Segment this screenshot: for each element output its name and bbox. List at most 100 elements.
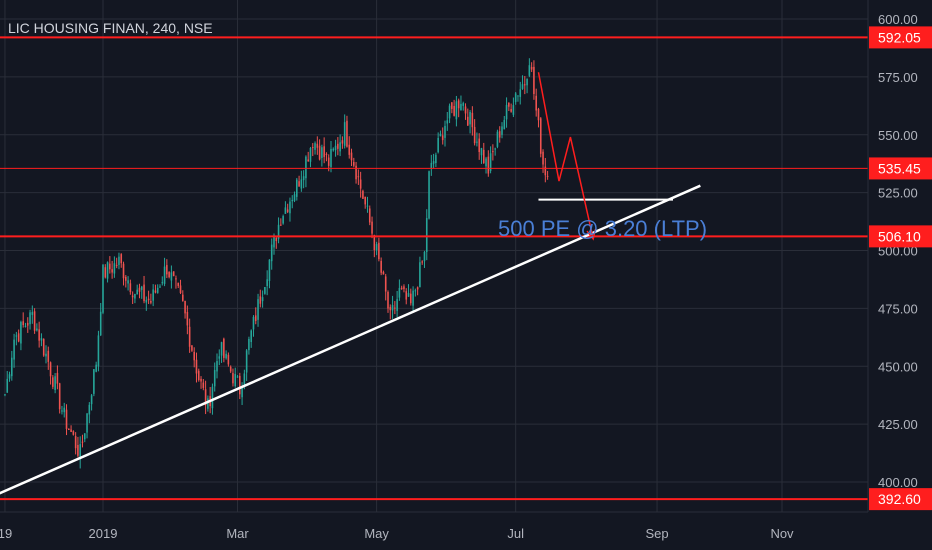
candle-body bbox=[54, 376, 56, 390]
y-tick-label: 550.00 bbox=[878, 128, 918, 143]
candle-body bbox=[49, 362, 52, 377]
candle-body bbox=[432, 161, 435, 164]
candle-body bbox=[544, 166, 547, 176]
candle-body bbox=[467, 116, 469, 126]
candle-body bbox=[396, 299, 398, 311]
candle-body bbox=[168, 272, 170, 278]
candle-body bbox=[40, 338, 43, 341]
candle-body bbox=[391, 304, 394, 311]
candle-body bbox=[318, 145, 321, 160]
candle-body bbox=[170, 272, 173, 281]
candle-body bbox=[213, 370, 216, 387]
candle-body bbox=[339, 142, 341, 152]
candle-body bbox=[70, 429, 72, 433]
candle-body bbox=[298, 181, 300, 187]
candle-body bbox=[375, 244, 378, 251]
candle-body bbox=[451, 102, 453, 109]
y-tick-label: 525.00 bbox=[878, 186, 918, 201]
chart-drawings: 500 PE @ 3.20 (LTP) bbox=[0, 36, 868, 501]
candle-body bbox=[111, 269, 113, 273]
candle-body bbox=[88, 404, 91, 415]
candle-body bbox=[197, 370, 200, 381]
candle-body bbox=[293, 194, 296, 201]
candle-body bbox=[74, 436, 77, 449]
level-tag-label: 535.45 bbox=[878, 160, 921, 176]
level-price-tags: 592.05 535.45 506.10 392.60 bbox=[869, 26, 932, 511]
candle-body bbox=[243, 373, 246, 385]
y-tick-label: 450.00 bbox=[878, 359, 918, 374]
candle-body bbox=[535, 95, 537, 111]
candle-body bbox=[519, 89, 522, 97]
candle-body bbox=[241, 387, 243, 398]
candle-body bbox=[346, 120, 348, 147]
candle-body bbox=[252, 316, 255, 330]
candle-body bbox=[264, 286, 266, 294]
candle-body bbox=[13, 339, 15, 360]
candle-body bbox=[177, 282, 180, 286]
candle-body bbox=[503, 119, 506, 130]
candle-body bbox=[42, 338, 45, 356]
candle-body bbox=[439, 133, 442, 137]
candle-body bbox=[266, 279, 268, 287]
candle-body bbox=[309, 148, 312, 162]
candle-body bbox=[65, 409, 68, 429]
candle-body bbox=[332, 148, 335, 151]
candle-body bbox=[38, 329, 40, 341]
candle-body bbox=[398, 287, 401, 298]
candle-body bbox=[140, 286, 143, 290]
candle-body bbox=[127, 280, 129, 284]
candle-body bbox=[341, 140, 344, 144]
candle-body bbox=[229, 366, 232, 372]
level-tag-background bbox=[869, 157, 932, 180]
y-tick-label: 475.00 bbox=[878, 301, 918, 316]
candle-body bbox=[145, 300, 148, 303]
candle-body bbox=[423, 251, 426, 262]
candle-body bbox=[514, 93, 517, 103]
x-tick-label: Sep bbox=[645, 526, 668, 541]
candle-body bbox=[120, 254, 123, 264]
y-tick-label: 575.00 bbox=[878, 70, 918, 85]
candle-body bbox=[307, 159, 309, 162]
candle-body bbox=[325, 153, 328, 155]
candle-body bbox=[403, 286, 405, 290]
candle-body bbox=[6, 378, 9, 393]
candle-body bbox=[68, 429, 70, 431]
candle-body bbox=[387, 291, 389, 309]
candle-body bbox=[524, 84, 526, 86]
candle-body bbox=[487, 156, 490, 174]
candle-body bbox=[327, 157, 330, 166]
candle-body bbox=[473, 126, 476, 144]
candle-body bbox=[498, 131, 501, 138]
candle-body bbox=[131, 295, 134, 298]
candle-body bbox=[152, 289, 154, 301]
candle-body bbox=[526, 78, 528, 86]
candle-body bbox=[305, 156, 307, 179]
candle-body bbox=[77, 445, 79, 456]
candle-body bbox=[270, 244, 273, 262]
candle-body bbox=[143, 284, 145, 302]
candle-body bbox=[539, 118, 542, 154]
forecast-arrow-head bbox=[586, 229, 597, 241]
candle-body bbox=[302, 176, 305, 181]
candle-body bbox=[22, 321, 24, 326]
candle-body bbox=[289, 201, 291, 214]
candle-body bbox=[414, 290, 417, 292]
candle-body bbox=[357, 176, 360, 178]
candle-body bbox=[405, 291, 408, 300]
candle-body bbox=[428, 171, 430, 219]
candle-body bbox=[122, 263, 125, 279]
candle-body bbox=[355, 165, 357, 180]
candle-body bbox=[280, 224, 282, 226]
candle-body bbox=[172, 271, 175, 277]
candle-body bbox=[159, 286, 161, 288]
candle-body bbox=[104, 267, 107, 278]
candle-body bbox=[492, 151, 494, 153]
candle-body bbox=[195, 359, 198, 374]
candle-body bbox=[125, 276, 127, 281]
candle-body bbox=[546, 175, 549, 177]
candle-body bbox=[83, 433, 86, 440]
candle-body bbox=[400, 287, 403, 289]
candle-body bbox=[147, 298, 150, 301]
candle-body bbox=[446, 120, 449, 124]
